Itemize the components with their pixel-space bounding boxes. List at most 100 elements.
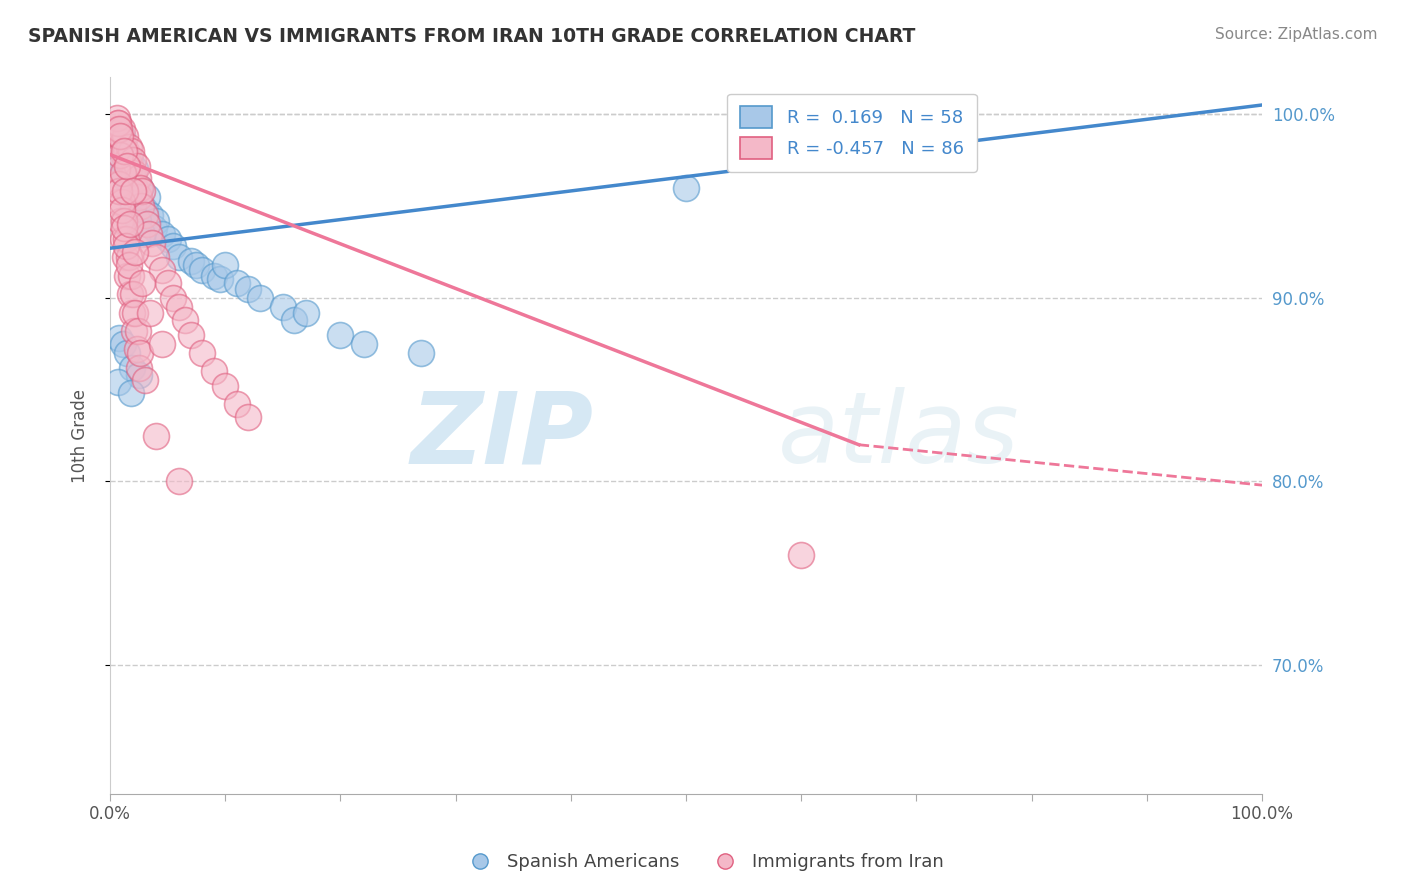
Point [121,166,143,180]
Point [117,171,139,186]
Point [117,258,139,272]
Point [107,195,129,210]
Point [110,213,132,227]
Point [129,346,152,360]
Text: SPANISH AMERICAN VS IMMIGRANTS FROM IRAN 10TH GRADE CORRELATION CHART: SPANISH AMERICAN VS IMMIGRANTS FROM IRAN… [28,27,915,45]
Point [107,135,129,149]
Point [156,276,179,290]
Point [122,166,145,180]
Point [105,140,128,154]
Point [118,287,141,301]
Point [129,180,152,194]
Point [110,195,132,210]
Point [127,213,149,227]
Point [122,184,145,198]
Point [238,410,260,425]
Legend: Spanish Americans, Immigrants from Iran: Spanish Americans, Immigrants from Iran [456,847,950,879]
Point [111,135,134,149]
Point [117,162,139,177]
Point [141,235,163,250]
Point [191,263,214,277]
Point [124,305,146,319]
Point [131,184,153,198]
Point [110,202,132,217]
Point [114,166,136,180]
Point [411,346,433,360]
Point [114,129,136,144]
Point [127,190,149,204]
Point [139,208,162,222]
Point [115,147,138,161]
Point [180,327,202,342]
Point [125,159,148,173]
Point [145,428,167,442]
Point [271,300,294,314]
Point [790,548,813,562]
Point [105,111,128,125]
Point [124,244,146,259]
Point [104,121,127,136]
Point [675,180,697,194]
Point [108,153,131,167]
Point [120,180,142,194]
Y-axis label: 10th Grade: 10th Grade [72,389,89,483]
Point [124,162,146,177]
Point [353,336,375,351]
Point [134,374,156,388]
Point [114,184,136,198]
Point [136,190,159,204]
Point [107,116,129,130]
Point [112,213,135,227]
Point [145,213,167,227]
Point [110,147,132,161]
Point [117,140,139,154]
Point [156,232,179,246]
Point [174,313,197,327]
Point [134,208,156,222]
Point [249,291,271,305]
Point [162,291,184,305]
Point [129,199,152,213]
Text: ZIP: ZIP [411,387,593,484]
Point [127,324,149,338]
Point [162,239,184,253]
Point [118,218,141,232]
Point [122,184,145,198]
Point [167,300,190,314]
Point [191,346,214,360]
Point [145,251,167,265]
Point [107,116,129,130]
Point [283,313,305,327]
Point [110,159,132,173]
Point [128,190,150,204]
Point [134,202,156,217]
Point [329,327,352,342]
Point [112,147,135,161]
Point [120,144,142,158]
Point [139,305,162,319]
Point [122,324,145,338]
Point [120,386,142,401]
Point [108,129,131,144]
Point [129,180,152,194]
Text: Source: ZipAtlas.com: Source: ZipAtlas.com [1215,27,1378,42]
Point [117,184,139,198]
Point [108,184,131,198]
Point [121,305,143,319]
Point [117,159,139,173]
Point [110,121,132,136]
Point [186,258,208,272]
Point [117,153,139,167]
Point [225,276,247,290]
Point [111,144,134,158]
Point [117,251,139,265]
Point [150,227,173,241]
Point [127,171,149,186]
Point [111,232,134,246]
Point [104,126,127,140]
Point [167,475,190,489]
Point [131,199,153,213]
Point [108,177,131,191]
Point [115,239,138,253]
Point [121,360,143,375]
